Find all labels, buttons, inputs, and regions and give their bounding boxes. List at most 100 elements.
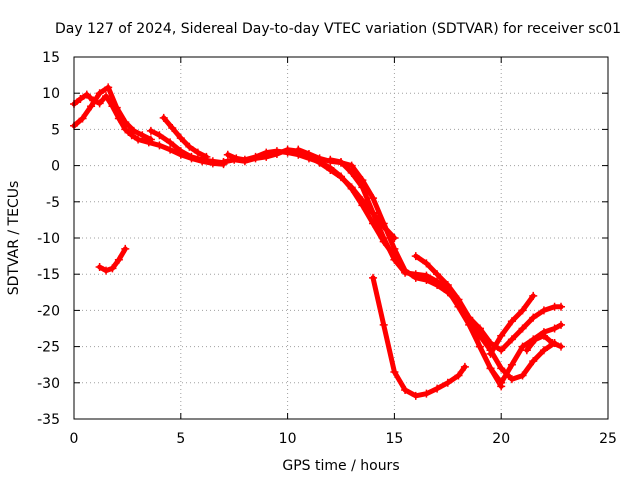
data-point <box>529 313 538 322</box>
y-tick-label: 0 <box>51 159 60 175</box>
data-point <box>240 155 249 164</box>
data-point <box>522 346 531 355</box>
data-point <box>155 131 164 140</box>
data-point <box>283 148 292 157</box>
data-point <box>411 252 420 261</box>
data-point <box>78 114 87 123</box>
series-arc-4 <box>159 113 211 161</box>
data-point <box>166 138 175 147</box>
data-point <box>223 150 232 159</box>
data-point <box>82 90 91 99</box>
data-point <box>193 148 202 157</box>
data-point <box>379 219 388 228</box>
x-tick-label: 25 <box>599 431 617 447</box>
data-point <box>146 135 155 144</box>
data-point <box>486 364 495 373</box>
y-tick-label: 5 <box>51 122 60 138</box>
data-point <box>507 335 516 344</box>
data-point <box>108 264 117 273</box>
data-point <box>433 277 442 286</box>
data-point <box>294 145 303 154</box>
data-point <box>518 324 527 333</box>
y-tick-label: 15 <box>42 50 60 66</box>
data-point <box>146 126 155 135</box>
data-point <box>358 201 367 210</box>
data-point <box>529 291 538 300</box>
x-axis-label: GPS time / hours <box>282 458 399 474</box>
data-point <box>465 317 474 326</box>
y-tick-label: -20 <box>37 303 60 319</box>
axis-ticks: 0 5 10 15 20 25 15 10 5 0 -5 -10 -15 -20 -25 -30 -35 <box>37 50 617 447</box>
y-tick-label: -10 <box>37 231 60 247</box>
data-point <box>497 331 506 340</box>
data-point <box>337 172 345 181</box>
data-point <box>347 168 356 177</box>
x-tick-label: 15 <box>385 431 403 447</box>
series-arc-2 <box>70 83 155 144</box>
data-point <box>315 154 324 163</box>
data-point <box>102 92 111 101</box>
data-point <box>166 145 175 154</box>
data-point <box>422 389 431 398</box>
data-point <box>497 378 506 387</box>
data-point <box>518 342 527 351</box>
series-arc-6 <box>223 147 399 261</box>
data-point <box>272 147 281 156</box>
data-point <box>104 83 113 92</box>
data-point <box>262 148 271 157</box>
data-point <box>518 371 527 380</box>
data-point <box>176 147 185 156</box>
data-point <box>411 391 420 400</box>
y-tick-label: -5 <box>46 195 60 211</box>
data-point <box>518 306 527 315</box>
data-point <box>379 320 388 329</box>
x-tick-label: 20 <box>492 431 510 447</box>
data-point <box>401 268 410 277</box>
data-point <box>251 152 260 161</box>
series-arc-14 <box>522 331 566 355</box>
data-point <box>87 102 96 111</box>
data-point <box>304 150 313 159</box>
data-point <box>185 142 194 151</box>
data-point <box>121 125 130 134</box>
x-tick-label: 0 <box>70 431 79 447</box>
data-point <box>475 342 484 351</box>
x-tick-label: 5 <box>176 431 185 447</box>
data-point <box>422 259 431 268</box>
y-tick-label: -30 <box>37 376 60 392</box>
data-point <box>379 234 388 242</box>
data-point <box>460 362 469 371</box>
data-point <box>138 131 147 140</box>
data-point <box>443 281 452 290</box>
data-point <box>159 113 168 122</box>
data-point <box>102 266 111 275</box>
data-point <box>454 295 463 304</box>
data-point <box>114 255 123 264</box>
data-point <box>326 155 335 164</box>
data-point <box>507 375 516 384</box>
data-point <box>507 317 516 326</box>
data-point <box>411 270 420 279</box>
chart-title: Day 127 of 2024, Sidereal Day-to-day VTE… <box>55 21 621 37</box>
series-arc-13 <box>486 291 538 358</box>
y-axis-label: SDTVAR / TECUs <box>6 181 22 296</box>
data-point <box>507 360 516 369</box>
data-point <box>443 378 452 387</box>
data-point <box>121 244 130 253</box>
data-point <box>369 194 378 203</box>
data-point <box>539 331 548 340</box>
trace-line <box>466 318 564 386</box>
data-point <box>187 152 196 161</box>
data-point <box>539 346 548 355</box>
data-point <box>557 342 566 351</box>
data-point <box>497 364 506 373</box>
data-point <box>433 270 442 279</box>
data-point <box>347 184 356 193</box>
data-point <box>127 131 136 140</box>
y-tick-label: -35 <box>37 412 60 428</box>
data-point <box>486 349 495 358</box>
data-traces <box>70 83 566 400</box>
y-tick-label: -15 <box>37 267 60 283</box>
data-point <box>529 357 538 366</box>
